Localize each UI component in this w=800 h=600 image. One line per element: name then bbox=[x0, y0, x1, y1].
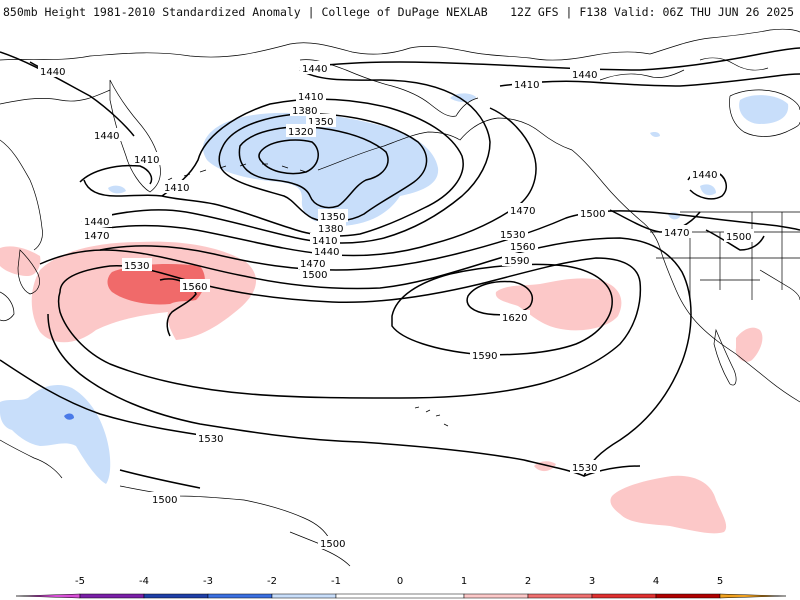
contour-label: 1410 bbox=[312, 236, 337, 247]
colorbar-segment bbox=[655, 593, 721, 599]
negative-anomaly-west-pacific-core bbox=[64, 413, 74, 420]
contour-label: 1530 bbox=[572, 463, 597, 474]
colorbar-tick-label: -2 bbox=[267, 576, 277, 587]
contour-1410-left bbox=[83, 179, 163, 197]
contour-label: 1470 bbox=[664, 228, 689, 239]
positive-anomaly-mexico bbox=[735, 327, 763, 362]
contour-1410-north bbox=[499, 73, 800, 87]
colorbar-segment bbox=[143, 593, 209, 599]
contour-1500-south bbox=[119, 469, 201, 489]
colorbar-segment bbox=[527, 593, 593, 599]
contour-1320 bbox=[258, 139, 319, 175]
colorbar-tick-label: -5 bbox=[75, 576, 85, 587]
negative-anomaly-gulf-alaska bbox=[202, 112, 439, 226]
colorbar-tick-label: -3 bbox=[203, 576, 213, 587]
negative-anomaly-tiny bbox=[650, 132, 660, 137]
contour-label: 1410 bbox=[164, 183, 189, 194]
contour-label: 1410 bbox=[134, 155, 159, 166]
map-title: 850mb Height 1981-2010 Standardized Anom… bbox=[3, 5, 488, 19]
negative-anomaly-west-pacific bbox=[0, 385, 111, 484]
contour-label: 1500 bbox=[302, 270, 327, 281]
contour-label: 1380 bbox=[318, 224, 343, 235]
colorbar-segment bbox=[719, 593, 787, 599]
positive-anomaly-west-pacific-core bbox=[107, 264, 205, 305]
contour-1620 bbox=[466, 280, 534, 316]
contour-label: 1440 bbox=[40, 67, 65, 78]
negative-anomaly-canada-small bbox=[700, 184, 716, 196]
negative-anomaly-hudson bbox=[739, 95, 789, 124]
contour-label: 1440 bbox=[302, 64, 327, 75]
contour-label: 1590 bbox=[472, 351, 497, 362]
contour-label: 1410 bbox=[298, 92, 323, 103]
contour-label: 1440 bbox=[314, 247, 339, 258]
colorbar-segment bbox=[79, 593, 145, 599]
anomaly-shading bbox=[0, 93, 789, 534]
positive-anomaly-southeast-pacific bbox=[610, 475, 727, 534]
negative-anomaly-kamchatka-small bbox=[108, 185, 126, 194]
title-bar: 850mb Height 1981-2010 Standardized Anom… bbox=[0, 0, 800, 22]
colorbar-tick-label: 0 bbox=[397, 576, 403, 587]
contour-1500 bbox=[99, 210, 800, 271]
colorbar-segment bbox=[591, 593, 657, 599]
colorbar-tick-label: 3 bbox=[589, 576, 595, 587]
colorbar-tick-labels: -5 -4 -3 -2 -1 0 1 2 3 4 5 bbox=[75, 576, 723, 587]
colorbar-segment bbox=[15, 593, 81, 599]
colorbar-tick-label: 2 bbox=[525, 576, 531, 587]
colorbar-tick-label: 1 bbox=[461, 576, 467, 587]
contour-1470-canada bbox=[609, 209, 701, 233]
contour-1530 bbox=[39, 237, 692, 477]
colorbar-tick-label: -4 bbox=[139, 576, 149, 587]
contour-label: 1440 bbox=[84, 217, 109, 228]
contour-label: 1320 bbox=[288, 127, 313, 138]
contour-label: 1500 bbox=[580, 209, 605, 220]
contour-label: 1410 bbox=[514, 80, 539, 91]
contour-1440 bbox=[81, 69, 491, 244]
colorbar: -5 -4 -3 -2 -1 0 1 2 3 4 5 bbox=[0, 570, 800, 600]
contour-1470 bbox=[81, 107, 537, 257]
contour-label: 1440 bbox=[94, 131, 119, 142]
contour-label: 1470 bbox=[84, 231, 109, 242]
contour-label: 1470 bbox=[510, 206, 535, 217]
contour-1500-us bbox=[705, 229, 765, 251]
colorbar-segment bbox=[271, 593, 337, 599]
contour-label: 1350 bbox=[308, 117, 333, 128]
contour-1440-north bbox=[299, 47, 800, 71]
contour-label: 1440 bbox=[692, 170, 717, 181]
contour-1410 bbox=[161, 98, 464, 237]
colorbar-segment bbox=[463, 593, 529, 599]
positive-anomaly-japan bbox=[0, 246, 41, 276]
colorbar-bar bbox=[15, 593, 787, 599]
colorbar-tick-label: 5 bbox=[717, 576, 723, 587]
height-contours bbox=[0, 47, 800, 489]
contour-label: 1530 bbox=[198, 434, 223, 445]
map-panel: 1440 1440 1440 1410 1410 1410 1380 1350 … bbox=[0, 22, 800, 570]
contour-label: 1470 bbox=[300, 259, 325, 270]
contour-label: 1380 bbox=[292, 106, 317, 117]
contour-label: 1620 bbox=[502, 313, 527, 324]
run-valid-time: 12Z GFS | F138 Valid: 06Z THU JUN 26 202… bbox=[510, 5, 794, 19]
contour-1530-se bbox=[583, 465, 641, 477]
contour-1350 bbox=[238, 126, 389, 209]
positive-anomaly-central-pacific bbox=[495, 278, 622, 331]
colorbar-tick-label: 4 bbox=[653, 576, 659, 587]
contour-1410-kamchatka bbox=[79, 164, 153, 185]
colorbar-segment bbox=[335, 593, 465, 599]
colorbar-segment bbox=[207, 593, 273, 599]
contour-1440-west bbox=[0, 51, 135, 137]
contour-label: 1500 bbox=[726, 232, 751, 243]
contour-label: 1500 bbox=[152, 495, 177, 506]
contour-label: 1560 bbox=[510, 242, 535, 253]
contour-1530-south bbox=[0, 359, 221, 439]
coastlines bbox=[0, 28, 800, 567]
contour-label: 1350 bbox=[320, 212, 345, 223]
contour-1560 bbox=[57, 257, 642, 399]
contour-label: 1530 bbox=[124, 261, 149, 272]
contour-label: 1500 bbox=[320, 539, 345, 550]
contour-label: 1590 bbox=[504, 256, 529, 267]
contour-label: 1530 bbox=[500, 230, 525, 241]
contour-labels: 1440 1440 1440 1410 1410 1410 1380 1350 … bbox=[38, 61, 754, 550]
colorbar-tick-label: -1 bbox=[331, 576, 341, 587]
contour-label: 1440 bbox=[572, 70, 597, 81]
contour-label: 1560 bbox=[182, 282, 207, 293]
